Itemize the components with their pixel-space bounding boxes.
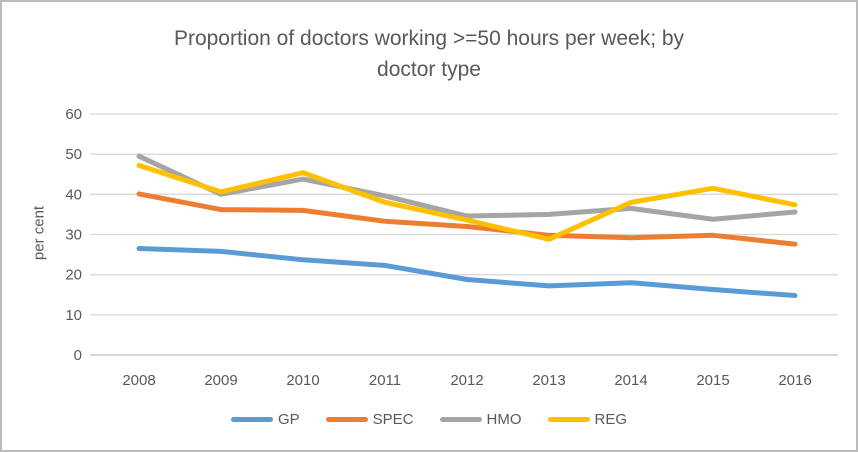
y-tick-label: 20 — [65, 267, 82, 284]
legend-label: REG — [594, 411, 628, 428]
legend-line-swatch — [230, 417, 273, 422]
y-tick-label: 40 — [65, 186, 82, 203]
legend-line-swatch — [547, 417, 590, 422]
y-tick-label: 50 — [65, 146, 82, 163]
x-tick-label: 2010 — [286, 372, 319, 389]
legend-item-spec: SPEC — [325, 411, 414, 428]
legend-item-reg: REG — [547, 411, 628, 428]
legend-label: GP — [277, 411, 300, 428]
x-tick-label: 2008 — [122, 372, 155, 389]
legend-line-swatch — [439, 417, 482, 422]
legend-label: HMO — [486, 411, 522, 428]
series-line-reg — [136, 162, 798, 242]
series-line-hmo — [136, 153, 798, 222]
x-tick-label: 2009 — [204, 372, 237, 389]
y-tick-label: 30 — [65, 227, 82, 244]
series-line-gp — [136, 246, 798, 299]
x-tick-label: 2012 — [450, 372, 483, 389]
legend-item-hmo: HMO — [439, 411, 522, 428]
x-tick-label: 2016 — [778, 372, 811, 389]
x-tick-label: 2011 — [369, 372, 401, 389]
chart-legend: GP SPEC HMO REG — [2, 411, 856, 428]
x-tick-label: 2013 — [532, 372, 565, 389]
x-tick-label: 2015 — [696, 372, 729, 389]
series-line-spec — [136, 191, 798, 247]
legend-line-swatch — [325, 417, 368, 422]
chart-title: Proportion of doctors working >=50 hours… — [173, 27, 685, 81]
x-tick-label: 2014 — [614, 372, 647, 389]
legend-item-gp: GP — [230, 411, 300, 428]
legend-label: SPEC — [372, 411, 414, 428]
y-tick-label: 10 — [65, 307, 82, 324]
y-tick-label: 60 — [65, 106, 82, 123]
y-tick-label: 0 — [74, 347, 82, 364]
